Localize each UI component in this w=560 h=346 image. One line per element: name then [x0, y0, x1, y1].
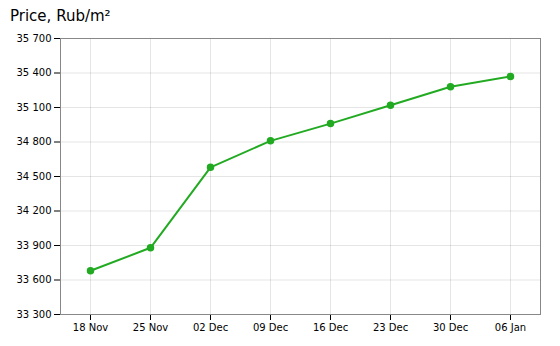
svg-text:34 800: 34 800 [17, 136, 52, 147]
svg-text:35 700: 35 700 [17, 33, 52, 44]
svg-text:02 Dec: 02 Dec [193, 322, 228, 333]
svg-text:35 400: 35 400 [17, 67, 52, 78]
svg-text:34 500: 34 500 [17, 171, 52, 182]
svg-text:25 Nov: 25 Nov [133, 322, 169, 333]
svg-text:34 200: 34 200 [17, 205, 52, 216]
svg-text:33 600: 33 600 [17, 274, 52, 285]
html-text:Price, Rub/m²: Price, Rub/m² [10, 7, 111, 25]
svg-text:30 Dec: 30 Dec [433, 322, 468, 333]
svg-text:18 Nov: 18 Nov [73, 322, 109, 333]
svg-text:06 Jan: 06 Jan [495, 322, 526, 333]
svg-text:09 Dec: 09 Dec [253, 322, 288, 333]
svg-text:35 100: 35 100 [17, 102, 52, 113]
svg-text:33 900: 33 900 [17, 240, 52, 251]
svg-text:16 Dec: 16 Dec [313, 322, 348, 333]
svg-text:33 300: 33 300 [17, 309, 52, 320]
svg-text:23 Dec: 23 Dec [373, 322, 408, 333]
